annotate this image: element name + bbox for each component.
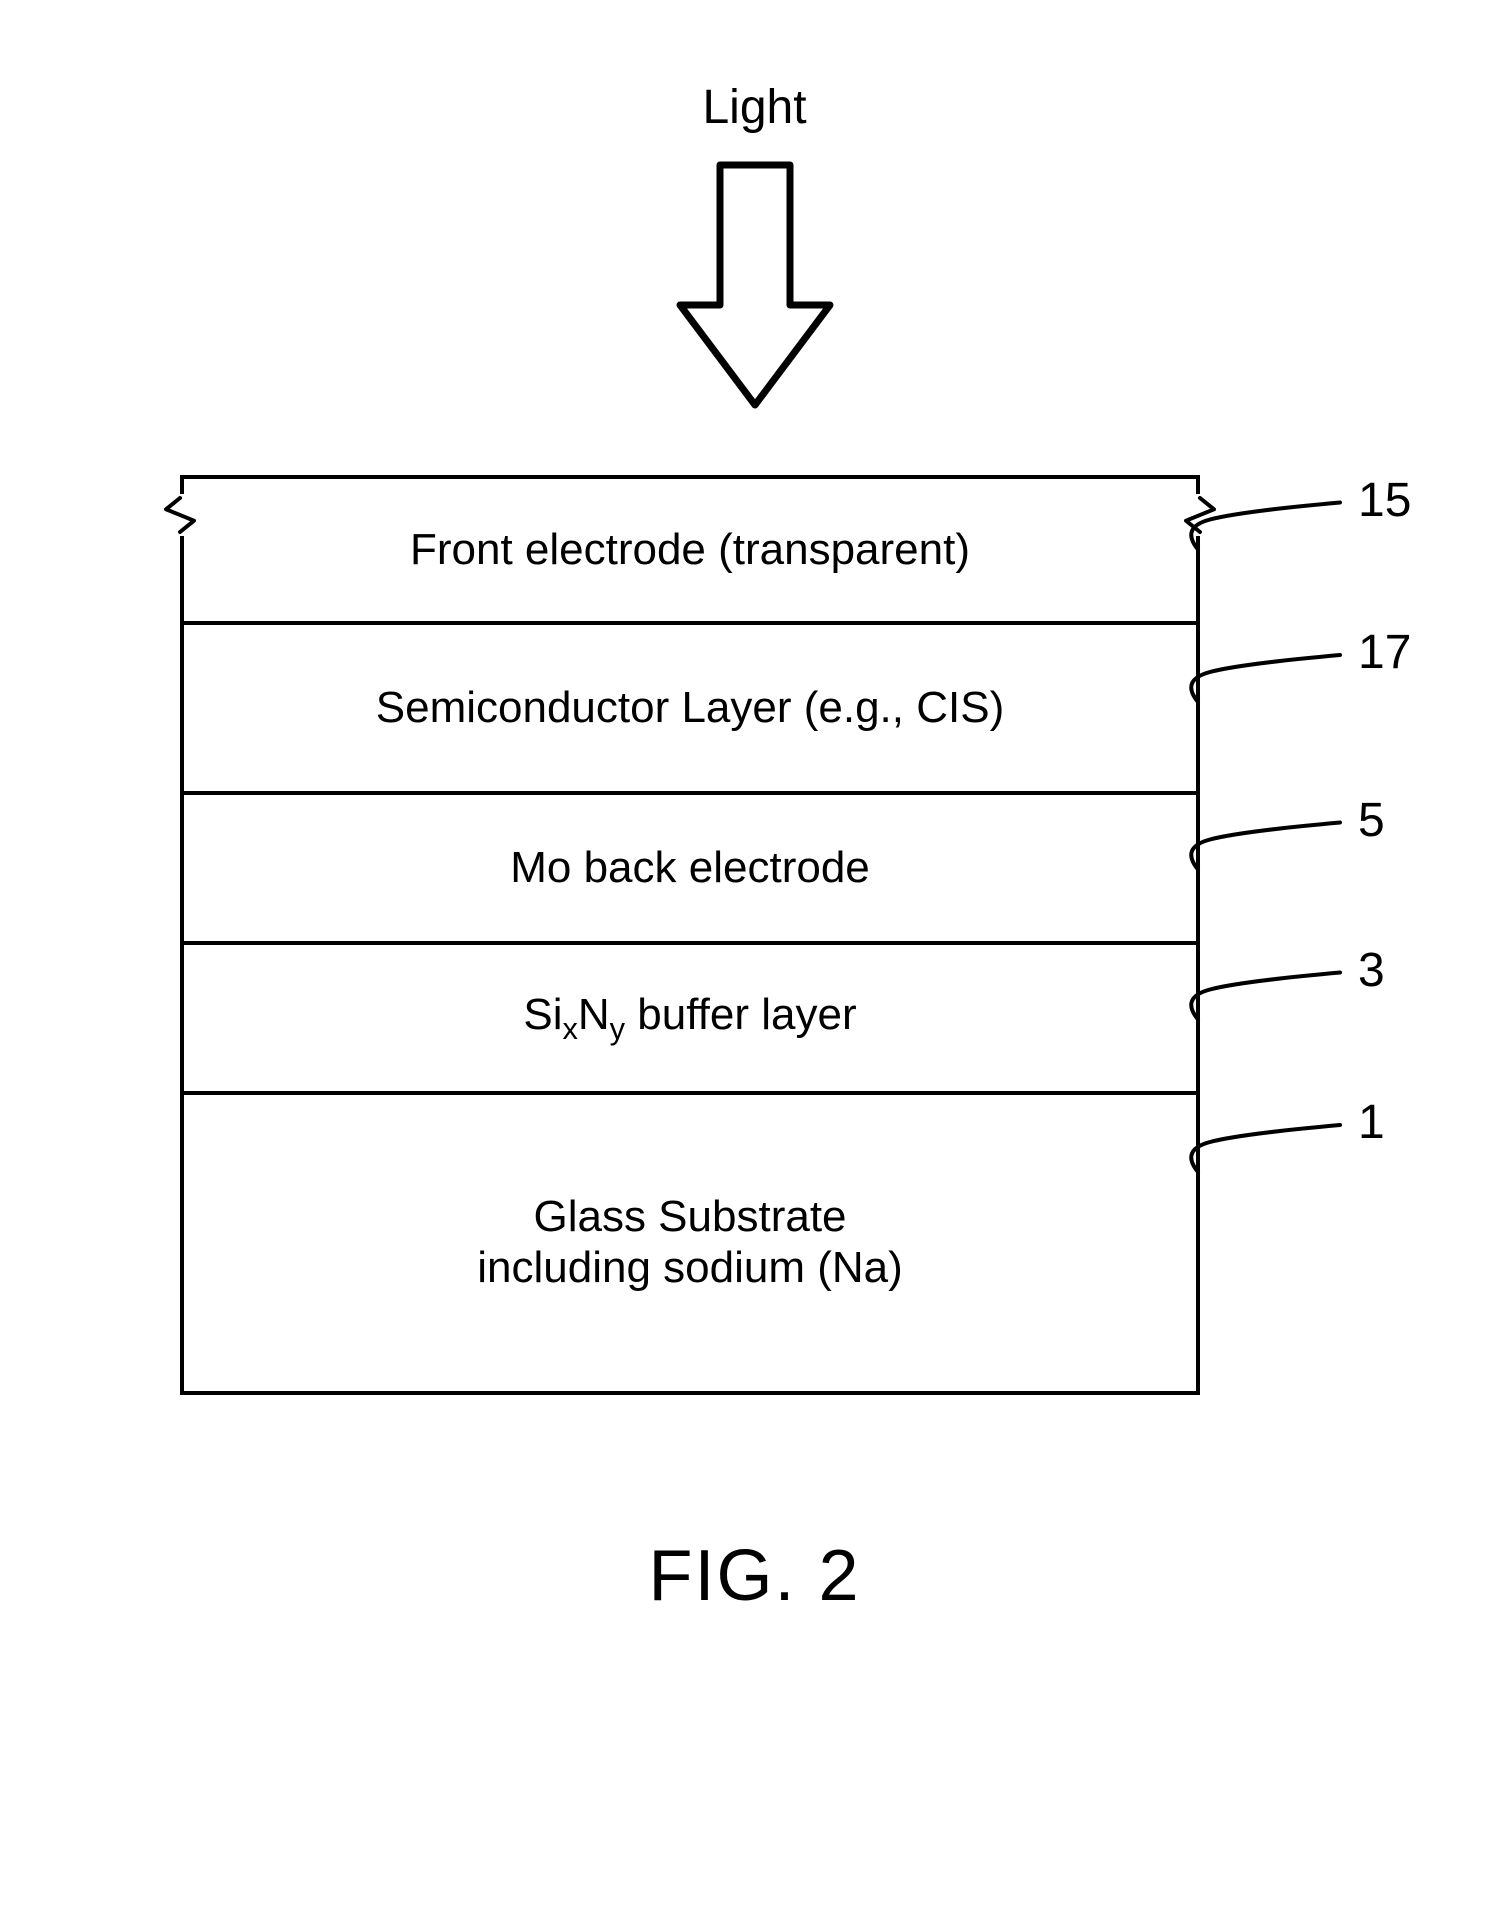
figure-caption: FIG. 2 [60, 1535, 1449, 1617]
layer-semiconductor: Semiconductor Layer (e.g., CIS) [180, 625, 1200, 795]
layer-mo-back: Mo back electrode [180, 795, 1200, 945]
layer-substrate: Glass Substrateincluding sodium (Na) [180, 1095, 1200, 1395]
layer-label: SixNy buffer layer [503, 980, 876, 1056]
down-arrow-icon [675, 155, 835, 415]
layer-label: Mo back electrode [490, 833, 890, 904]
layer-label: Semiconductor Layer (e.g., CIS) [356, 673, 1024, 744]
ref-number-1: 1 [1358, 1095, 1385, 1150]
light-section: Light [60, 80, 1449, 415]
ref-number-5: 5 [1358, 793, 1385, 848]
ref-number-17: 17 [1358, 625, 1411, 680]
layer-label: Front electrode (transparent) [390, 515, 990, 586]
layer-stack-wrap: Front electrode (transparent) Semiconduct… [60, 475, 1449, 1395]
light-label: Light [60, 80, 1449, 135]
ref-number-3: 3 [1358, 943, 1385, 998]
leader-lines [1170, 475, 1470, 1403]
layer-label: Glass Substrateincluding sodium (Na) [457, 1182, 923, 1303]
ref-number-15: 15 [1358, 473, 1411, 528]
layer-stack: Front electrode (transparent) Semiconduct… [180, 475, 1200, 1395]
layer-buffer: SixNy buffer layer [180, 945, 1200, 1095]
layer-front-electrode: Front electrode (transparent) [180, 475, 1200, 625]
figure-container: Light Front electrode (transparent) Semic… [60, 80, 1449, 1617]
